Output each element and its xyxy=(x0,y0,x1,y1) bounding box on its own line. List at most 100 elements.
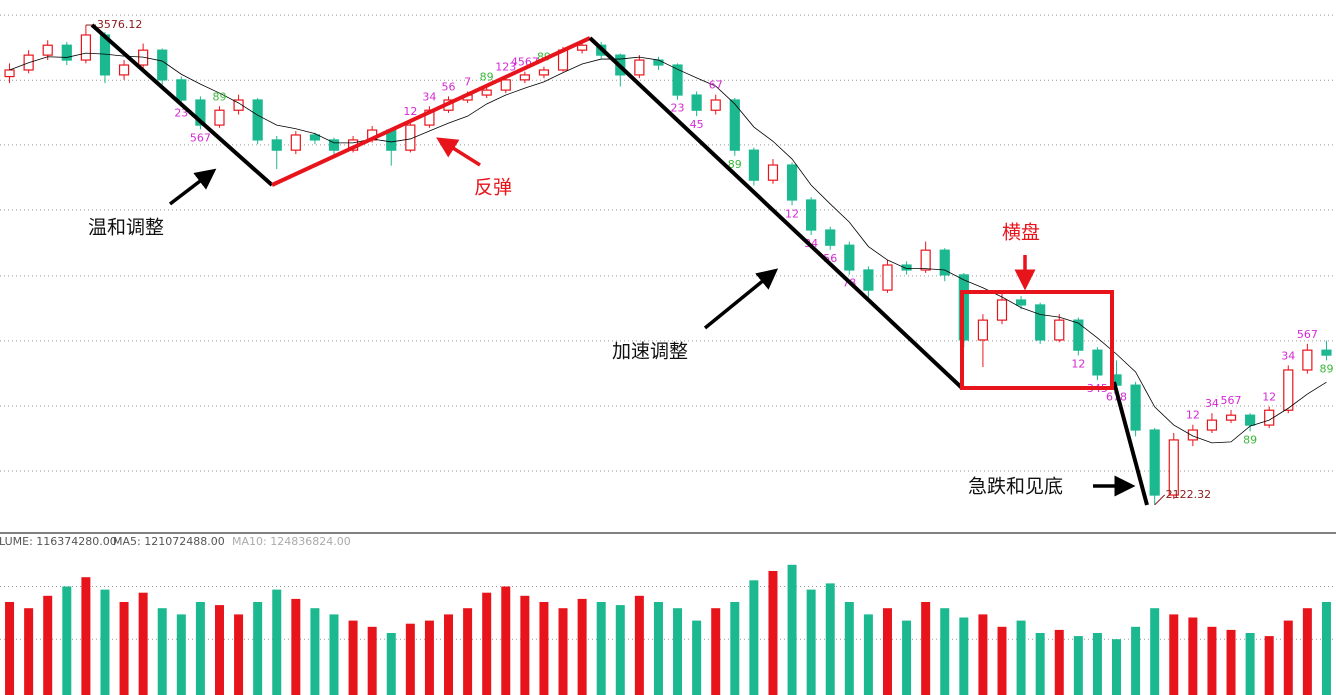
volume-legend: MA10: 124836824.00 xyxy=(232,535,351,548)
candle-body xyxy=(653,59,664,66)
volume-bar xyxy=(825,583,835,695)
candle-body xyxy=(634,59,645,76)
volume-bar xyxy=(24,608,34,695)
volume-bar xyxy=(463,608,473,695)
candle-body xyxy=(729,99,740,151)
candle-body xyxy=(1206,419,1218,431)
volume-bar xyxy=(1131,626,1141,695)
td-count: 7 xyxy=(464,75,471,88)
candle-body xyxy=(1168,439,1179,496)
td-count: 123 xyxy=(495,61,516,74)
volume-bar xyxy=(176,614,186,695)
candle-body xyxy=(577,44,588,51)
candle-body xyxy=(710,99,721,111)
extreme-tick xyxy=(1154,494,1166,506)
volume-bar xyxy=(711,608,721,695)
candle-body xyxy=(1092,349,1103,376)
volume-bar xyxy=(157,608,167,695)
volume-bar xyxy=(1054,629,1064,695)
td-count: 567 xyxy=(1297,328,1318,341)
candle-body xyxy=(176,79,187,101)
candle-body xyxy=(786,164,798,201)
volume-bar xyxy=(615,605,625,695)
candle-body xyxy=(863,269,874,291)
candle-body xyxy=(1225,414,1237,421)
arrow xyxy=(436,137,481,167)
volume-bar xyxy=(539,602,549,695)
volume-bar xyxy=(501,586,511,695)
candle-body xyxy=(214,109,225,126)
candle-body xyxy=(500,79,511,91)
volume-bar xyxy=(1226,629,1236,695)
volume-bar xyxy=(959,617,969,695)
td-count: 34 xyxy=(422,90,436,103)
candle-body xyxy=(233,99,244,111)
low-label: 2122.32 xyxy=(1166,488,1212,501)
td-count: 89 xyxy=(480,70,494,83)
volume-bar xyxy=(806,589,816,695)
volume-bar xyxy=(768,571,778,695)
volume-bar xyxy=(482,592,492,695)
trend-line xyxy=(588,36,964,390)
volume-bar xyxy=(596,602,606,695)
volume-bar xyxy=(1264,636,1274,695)
volume-bar xyxy=(1188,617,1198,695)
candle-body xyxy=(1015,299,1027,306)
trend-lines xyxy=(90,23,1149,506)
candle-body xyxy=(806,199,817,231)
volume-bar xyxy=(882,608,892,695)
volume-bar xyxy=(81,577,91,695)
volume-bar xyxy=(863,614,873,695)
candle-body xyxy=(939,249,950,276)
candle-body xyxy=(4,69,15,78)
candle-body xyxy=(901,264,912,271)
candle-body xyxy=(1187,429,1198,441)
candle-body xyxy=(1149,429,1160,496)
candle-body xyxy=(290,134,301,151)
volume-bar xyxy=(100,589,110,695)
candle-body xyxy=(825,229,836,246)
candle-body xyxy=(328,139,340,151)
volume-bar xyxy=(329,614,339,695)
volume-bar xyxy=(997,626,1007,695)
volume-bar xyxy=(921,602,931,695)
volume-bar xyxy=(558,608,568,695)
volume-bar xyxy=(749,580,759,695)
candle-body xyxy=(1073,319,1084,351)
td-count: 12 xyxy=(1071,357,1085,370)
volume-bar xyxy=(291,598,301,695)
candle-body xyxy=(882,264,893,291)
candle-body xyxy=(42,44,53,56)
volume-bar xyxy=(673,608,683,695)
annotation: 温和调整 xyxy=(88,217,164,239)
volume-bar xyxy=(1321,602,1331,695)
candle-body xyxy=(1264,409,1275,426)
td-count: 45 xyxy=(690,118,704,131)
trend-line xyxy=(1112,381,1149,506)
volume-bar xyxy=(902,620,912,695)
annotation: 加速调整 xyxy=(612,341,688,363)
candle-body xyxy=(519,74,530,81)
td-count: 67 xyxy=(709,79,723,92)
candle-body xyxy=(405,124,416,151)
candle-body xyxy=(767,164,779,181)
candle-body xyxy=(1283,369,1294,411)
arrow xyxy=(168,168,217,206)
volume-bar xyxy=(1245,633,1255,695)
volume-bar xyxy=(634,595,644,695)
td-count: 89 xyxy=(1319,362,1333,375)
volume-bar xyxy=(1169,614,1179,695)
candle-body xyxy=(252,99,263,141)
volume-bar xyxy=(1302,608,1312,695)
volume-bar xyxy=(520,595,530,695)
td-count: 23 xyxy=(671,102,685,115)
volume-bar xyxy=(1112,639,1122,695)
candle-body xyxy=(977,319,989,341)
volume-bar xyxy=(844,602,854,695)
candle-body xyxy=(748,149,759,181)
candle-body xyxy=(920,249,931,271)
volume-bar xyxy=(787,564,797,695)
